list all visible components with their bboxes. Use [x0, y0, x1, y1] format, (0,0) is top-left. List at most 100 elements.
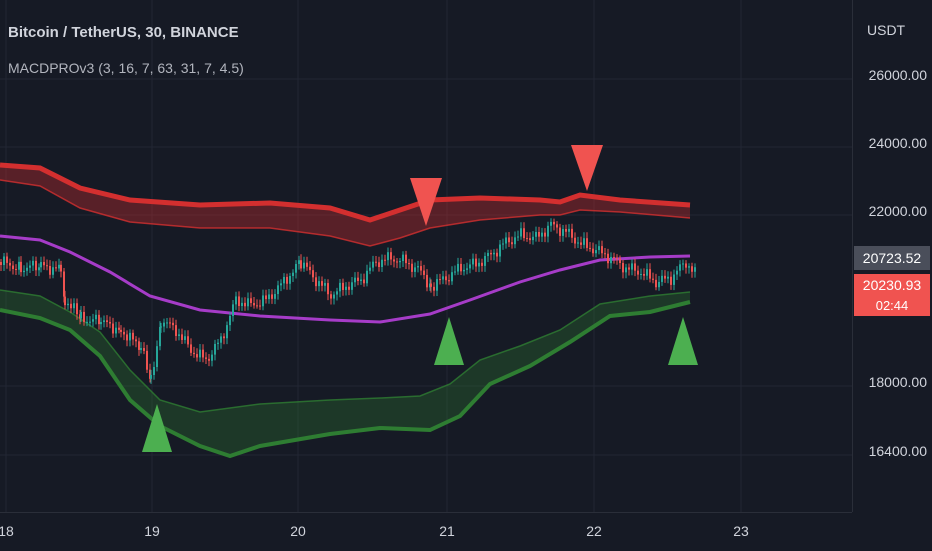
candle-body [420, 266, 422, 271]
price-axis[interactable]: USDT 26000.00 24000.00 22000.00 18000.00… [852, 0, 932, 512]
time-tick: 20 [290, 523, 306, 539]
upper-band-inner-line [0, 179, 691, 247]
candle-body [417, 266, 419, 268]
candle-body [402, 254, 404, 262]
candle-body [306, 262, 308, 267]
candle-body [223, 336, 225, 339]
price-tick: 16400.00 [868, 443, 927, 459]
candle-body [544, 232, 546, 237]
lower-band-inner-line [0, 289, 691, 413]
candle-body [126, 334, 128, 341]
candle-body [375, 261, 377, 263]
candle-body [508, 237, 510, 243]
candle-body [98, 314, 100, 325]
candle-body [55, 267, 57, 269]
candle-body [414, 267, 416, 272]
candle-body [190, 344, 192, 353]
candle-body [330, 294, 332, 299]
candle-body [345, 286, 347, 290]
indicator-label[interactable]: MACDPROv3 (3, 16, 7, 63, 31, 7, 4.5) [8, 60, 244, 76]
candle-body [433, 286, 435, 291]
candle-body [40, 262, 42, 268]
candle-body [487, 252, 489, 257]
candle-body [547, 225, 549, 237]
candle-body [181, 334, 183, 340]
candle-body [73, 303, 75, 309]
candle-body [18, 261, 20, 270]
currency-label: USDT [867, 22, 906, 38]
candle-body [694, 267, 696, 272]
candle-body [280, 283, 282, 286]
candle-body [129, 332, 131, 341]
candle-body [592, 248, 594, 254]
candle-body [685, 263, 687, 268]
candle-body [202, 349, 204, 358]
time-axis[interactable]: 18 19 20 21 22 23 [0, 512, 852, 551]
candle-body [469, 264, 471, 269]
candle-body [217, 342, 219, 344]
candle-body [399, 261, 401, 263]
candle-body [123, 331, 125, 335]
candle-body [526, 238, 528, 240]
candle-body [357, 277, 359, 281]
candle-body [366, 270, 368, 284]
candle-body [26, 267, 28, 271]
candle-body [514, 237, 516, 245]
candle-body [445, 276, 447, 281]
candle-body [571, 228, 573, 238]
candle-body [682, 263, 684, 265]
candle-body [211, 354, 213, 361]
candle-body [187, 336, 189, 345]
candle-body [184, 336, 186, 340]
candle-body [637, 270, 639, 275]
candle-body [481, 262, 483, 266]
candle-body [163, 322, 165, 327]
price-tick: 22000.00 [868, 203, 927, 219]
candle-body [499, 244, 501, 257]
candle-body [451, 272, 453, 282]
candle-body [556, 224, 558, 228]
candle-body [175, 325, 177, 336]
candle-body [490, 252, 492, 255]
candle-body [610, 256, 612, 264]
candle-body [199, 349, 201, 358]
time-tick: 19 [144, 523, 160, 539]
upper-band-fill [0, 165, 690, 246]
candle-body [613, 256, 615, 258]
sell-signal-icon [571, 145, 603, 191]
candle-body [411, 263, 413, 272]
candle-body [214, 343, 216, 355]
time-tick: 18 [0, 523, 14, 539]
candle-body [511, 242, 513, 245]
candle-body [562, 228, 564, 236]
candle-body [589, 247, 591, 249]
candle-body [150, 374, 152, 379]
price-chart[interactable] [0, 0, 852, 512]
time-tick: 21 [439, 523, 455, 539]
candle-body [574, 237, 576, 244]
candle-body [172, 322, 174, 326]
candle-body [580, 242, 582, 245]
symbol-title[interactable]: Bitcoin / TetherUS, 30, BINANCE [8, 24, 239, 41]
candle-body [583, 238, 585, 245]
candle-body [241, 302, 243, 306]
chart-area[interactable]: Bitcoin / TetherUS, 30, BINANCE MACDPROv… [0, 0, 852, 512]
candle-body [169, 322, 171, 324]
candle-body [387, 252, 389, 261]
candle-body [348, 286, 350, 290]
candle-body [60, 264, 62, 272]
candle-body [153, 367, 155, 375]
candle-body [532, 236, 534, 241]
candle-body [271, 294, 273, 299]
candle-body [423, 270, 425, 275]
time-tick: 22 [586, 523, 602, 539]
candle-body [283, 276, 285, 284]
candle-body [568, 228, 570, 232]
candle-body [229, 315, 231, 326]
candle-body [89, 321, 91, 323]
candle-body [616, 257, 618, 259]
candle-body [292, 272, 294, 277]
candle-body [493, 252, 495, 255]
last-price-tag: 20723.52 [854, 246, 930, 270]
candle-body [67, 303, 69, 306]
